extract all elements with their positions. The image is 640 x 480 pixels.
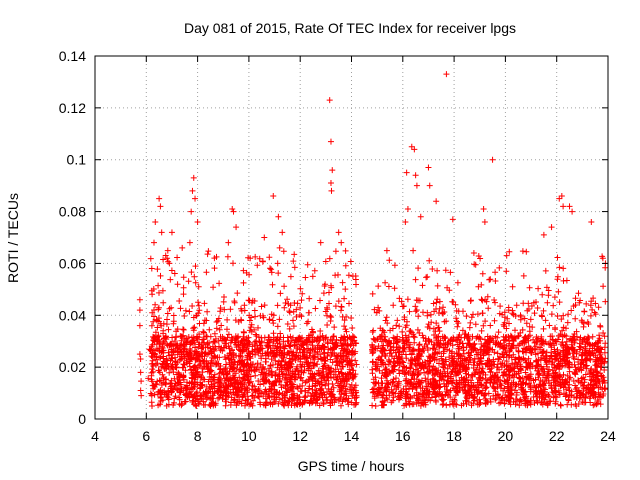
roti-point	[189, 187, 196, 194]
roti-point	[150, 239, 157, 246]
roti-point	[157, 203, 164, 210]
roti-point	[230, 208, 237, 215]
roti-point	[261, 234, 268, 241]
roti-point	[449, 216, 456, 223]
roti-point	[540, 231, 547, 238]
y-axis-label: ROTI / TECUs	[5, 193, 21, 283]
roti-point	[556, 195, 563, 202]
y-tick-label: 0.12	[59, 100, 86, 116]
x-tick-label: 18	[446, 428, 462, 444]
roti-point	[558, 193, 565, 200]
roti-point	[188, 208, 195, 215]
roti-point	[317, 239, 324, 246]
roti-point-cloud	[137, 247, 609, 409]
roti-point	[138, 392, 145, 399]
roti-point	[247, 255, 254, 262]
y-tick-label: 0.02	[59, 359, 86, 375]
roti-point	[566, 203, 573, 210]
x-tick-labels: 4 6 8 10 12 14 16 18 20 22 24	[91, 428, 616, 444]
y-tick-label: 0.06	[59, 255, 86, 271]
y-tick-label: 0	[78, 411, 86, 427]
roti-point	[489, 156, 496, 163]
roti-point	[136, 351, 143, 358]
roti-point	[192, 195, 199, 202]
roti-point	[425, 164, 432, 171]
roti-point	[338, 239, 345, 246]
roti-point	[229, 205, 236, 212]
x-tick-label: 10	[241, 428, 257, 444]
roti-point	[136, 296, 143, 303]
chart-title: Day 081 of 2015, Rate Of TEC Index for r…	[184, 20, 516, 36]
roti-point	[560, 203, 567, 210]
y-tick-label: 0.04	[59, 307, 86, 323]
roti-point	[186, 239, 193, 246]
roti-point	[335, 229, 342, 236]
axis-ticks	[94, 55, 609, 420]
roti-point	[328, 187, 335, 194]
x-tick-label: 8	[194, 428, 202, 444]
y-tick-label: 0.1	[67, 152, 87, 168]
roti-point	[599, 255, 606, 262]
roti-point	[137, 369, 144, 376]
x-axis-label: GPS time / hours	[298, 458, 405, 474]
roti-point	[412, 172, 419, 179]
roti-point	[166, 260, 173, 267]
roti-point	[481, 218, 488, 225]
roti-point	[403, 169, 410, 176]
x-tick-label: 12	[292, 428, 308, 444]
x-tick-label: 20	[498, 428, 514, 444]
roti-point	[503, 252, 510, 259]
roti-point	[179, 244, 186, 251]
roti-point	[426, 182, 433, 189]
roti-point	[569, 208, 576, 215]
data-points	[136, 71, 609, 409]
roti-point	[411, 146, 418, 153]
y-tick-labels: 0 0.02 0.04 0.06 0.08 0.1 0.12 0.14	[59, 48, 86, 427]
roti-point	[327, 138, 334, 145]
roti-point	[137, 387, 144, 394]
roti-point	[417, 213, 424, 220]
roti-point	[279, 229, 286, 236]
roti-point	[327, 180, 334, 187]
roti-point	[194, 218, 201, 225]
roti-point	[233, 224, 240, 231]
roti-point	[270, 193, 277, 200]
roti-point	[588, 218, 595, 225]
roti-point	[136, 307, 143, 314]
x-tick-label: 14	[344, 428, 360, 444]
roti-point	[548, 224, 555, 231]
roti-point	[156, 195, 163, 202]
roti-point	[443, 71, 450, 78]
y-tick-label: 0.08	[59, 204, 86, 220]
roti-point	[329, 167, 336, 174]
x-tick-label: 4	[91, 428, 99, 444]
roti-point	[408, 143, 415, 150]
roti-point	[158, 229, 165, 236]
roti-point	[413, 182, 420, 189]
roti-point	[404, 205, 411, 212]
roti-point	[275, 213, 282, 220]
x-tick-label: 6	[142, 428, 150, 444]
roti-point	[276, 244, 283, 251]
roti-point	[136, 322, 143, 329]
roti-point	[402, 218, 409, 225]
roti-point	[480, 205, 487, 212]
x-tick-label: 16	[395, 428, 411, 444]
roti-point	[326, 97, 333, 104]
roti-point	[152, 218, 159, 225]
y-tick-label: 0.14	[59, 48, 86, 64]
roti-point	[190, 174, 197, 181]
x-tick-label: 22	[549, 428, 565, 444]
roti-point	[225, 239, 232, 246]
roti-point	[168, 229, 175, 236]
x-tick-label: 24	[600, 428, 616, 444]
roti-point	[433, 198, 440, 205]
